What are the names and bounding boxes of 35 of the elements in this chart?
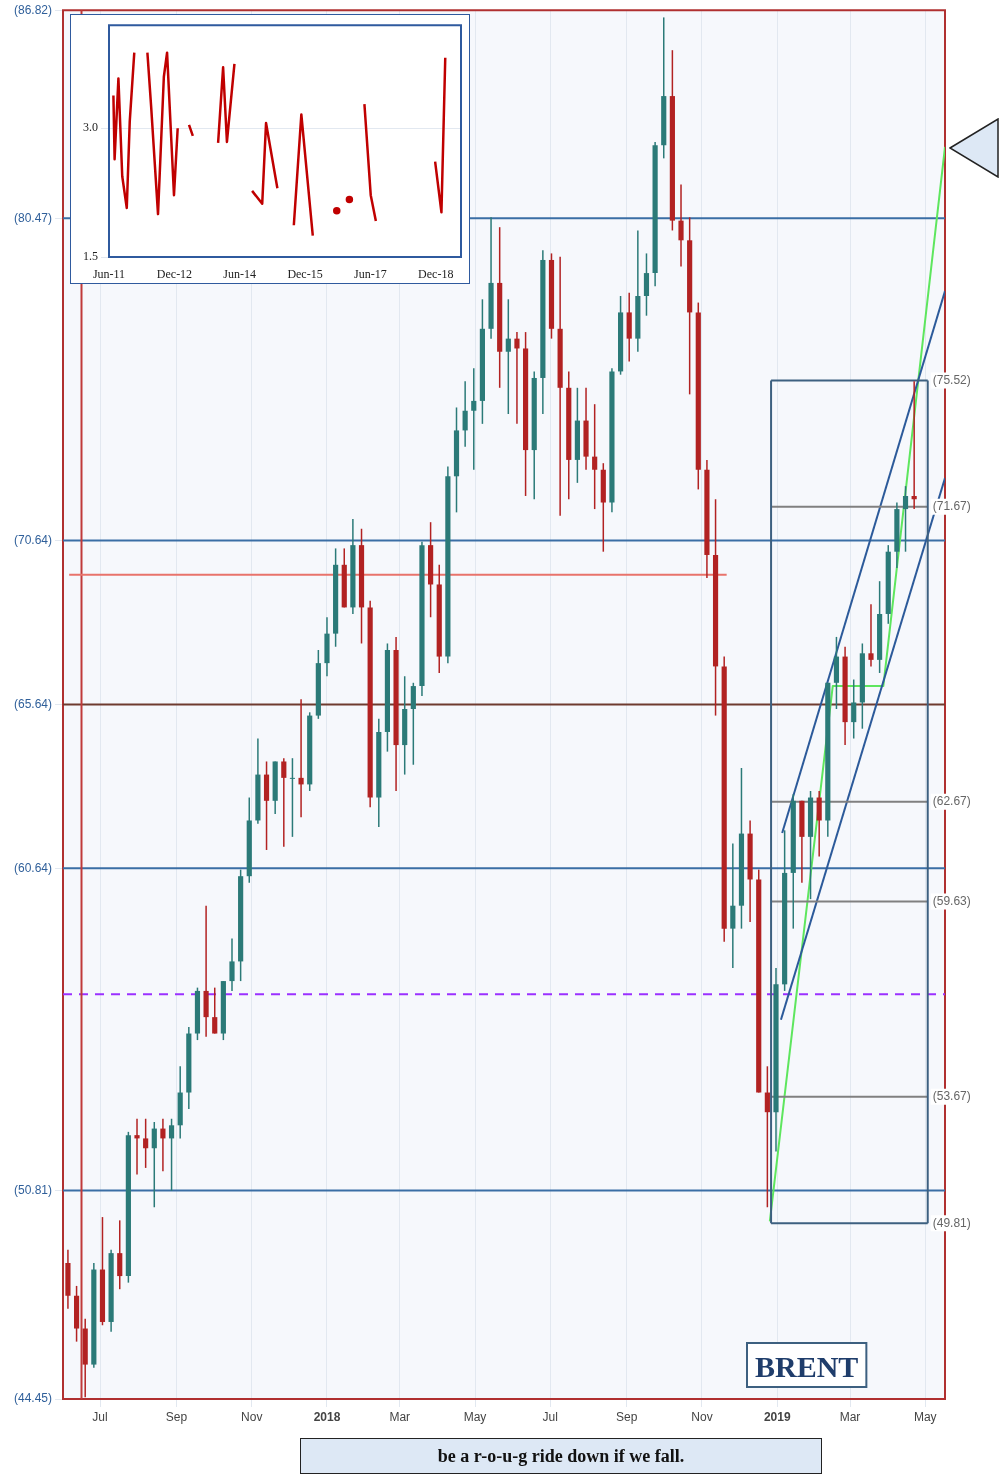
y-tick-label: (86.82): [13, 2, 52, 17]
y-tick-label: 1.5: [83, 249, 98, 264]
y-tick-label: (65.64): [13, 696, 52, 711]
x-tick-label: May: [913, 1409, 937, 1424]
y-tick-label: (80.47): [13, 210, 52, 225]
x-tick-label: Jun-14: [223, 267, 257, 282]
x-tick-label: Jul: [542, 1409, 558, 1424]
x-tick-label: 2018: [313, 1409, 341, 1424]
x-tick-label: Jun-11: [92, 267, 126, 282]
annotation: (59.63): [932, 893, 971, 908]
annotation: (75.52): [932, 372, 971, 387]
y-tick-label: (60.64): [13, 860, 52, 875]
x-tick-label: Dec-18: [418, 267, 454, 282]
x-tick-label: Jul: [92, 1409, 108, 1424]
annotation: (71.67): [932, 499, 971, 514]
annotation: (62.67): [932, 794, 971, 809]
x-tick-label: Dec-15: [287, 267, 323, 282]
y-tick-label: (70.64): [13, 532, 52, 547]
x-tick-label: Mar: [839, 1409, 861, 1424]
x-tick-label: Mar: [389, 1409, 411, 1424]
x-tick-label: May: [463, 1409, 487, 1424]
x-tick-label: Dec-12: [156, 267, 193, 282]
y-tick-label: 3.0: [83, 120, 98, 135]
y-tick-label: (44.45): [13, 1391, 52, 1406]
x-tick-label: Sep: [616, 1409, 638, 1424]
x-tick-label: Jun-17: [354, 267, 387, 282]
x-tick-label: Nov: [691, 1409, 713, 1424]
y-tick-label: (50.81): [13, 1182, 52, 1197]
x-tick-label: Nov: [241, 1409, 263, 1424]
x-tick-label: Sep: [165, 1409, 188, 1424]
annotation: BRENT: [755, 1350, 859, 1383]
annotation: (49.81): [932, 1215, 971, 1230]
annotation: (53.67): [932, 1089, 971, 1104]
x-tick-label: 2019: [763, 1409, 791, 1424]
text: be a r-o-u-g ride down if we fall.: [437, 1445, 685, 1467]
